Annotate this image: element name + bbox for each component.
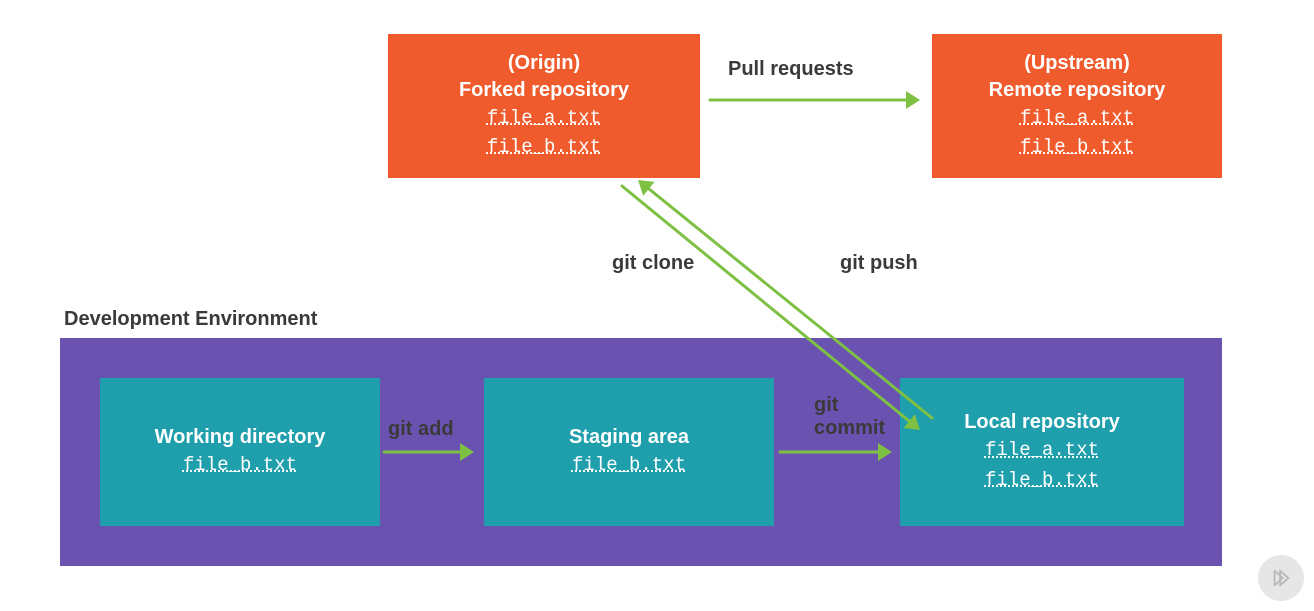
label-git-add: git add	[388, 418, 454, 441]
local-title: Local repository	[964, 409, 1120, 436]
label-git-commit: git commit	[814, 394, 885, 440]
working-file-1: file_b.txt	[183, 451, 297, 480]
label-pull-requests: Pull requests	[728, 58, 854, 81]
upstream-box: (Upstream) Remote repository file_a.txt …	[932, 34, 1222, 178]
staging-title: Staging area	[569, 424, 689, 451]
upstream-file-2: file_b.txt	[1020, 133, 1134, 162]
brand-badge	[1258, 555, 1304, 601]
dev-env-label: Development Environment	[64, 308, 317, 331]
origin-file-2: file_b.txt	[487, 133, 601, 162]
origin-title-1: (Origin)	[508, 50, 580, 77]
git-workflow-diagram: Development Environment (Origin) Forked …	[0, 0, 1314, 611]
upstream-file-1: file_a.txt	[1020, 104, 1134, 133]
local-file-2: file_b.txt	[985, 466, 1099, 495]
local-box: Local repository file_a.txt file_b.txt	[900, 378, 1184, 526]
origin-box: (Origin) Forked repository file_a.txt fi…	[388, 34, 700, 178]
origin-title-2: Forked repository	[459, 77, 629, 104]
staging-box: Staging area file_b.txt	[484, 378, 774, 526]
staging-file-1: file_b.txt	[572, 451, 686, 480]
label-git-clone: git clone	[612, 252, 694, 275]
play-stack-icon	[1270, 567, 1292, 589]
working-box: Working directory file_b.txt	[100, 378, 380, 526]
upstream-title-1: (Upstream)	[1024, 50, 1130, 77]
label-git-push: git push	[840, 252, 918, 275]
local-file-1: file_a.txt	[985, 436, 1099, 465]
origin-file-1: file_a.txt	[487, 104, 601, 133]
working-title: Working directory	[155, 424, 326, 451]
upstream-title-2: Remote repository	[989, 77, 1166, 104]
